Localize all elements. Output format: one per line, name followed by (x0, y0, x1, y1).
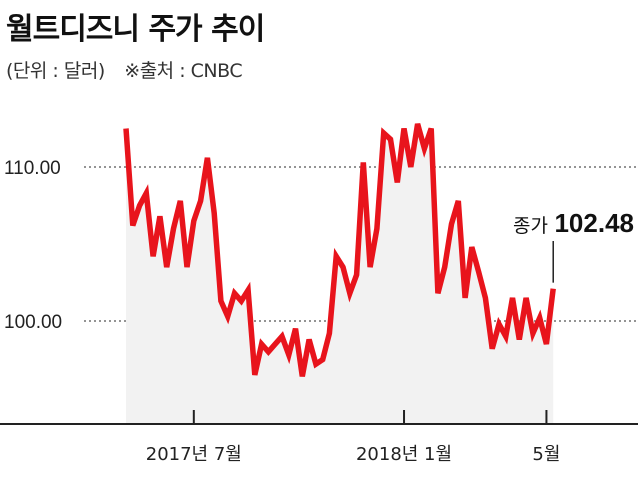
chart-subtitle: (단위 : 달러) ※출처 : CNBC (6, 56, 256, 83)
price-line (123, 123, 556, 377)
price-area-fill (126, 123, 554, 425)
closing-price-label: 종가 (513, 215, 548, 237)
y-axis-tick-labels: 100.00 110.00 (4, 158, 62, 333)
chart-title: 월트디즈니 주가 추이 (6, 12, 265, 47)
y-tick-label-1: 110.00 (4, 158, 61, 179)
x-axis-ticks: 2017년 7월 2018년 1월 5월 (146, 410, 560, 465)
x-tick-label-2: 5월 (532, 444, 560, 465)
closing-price-value: 102.48 (554, 208, 634, 238)
closing-price-annotation: 종가 102.48 (513, 208, 634, 283)
unit-label: (단위 : 달러) (6, 60, 105, 82)
source-label: ※출처 : CNBC (124, 60, 243, 82)
y-tick-label-0: 100.00 (4, 312, 62, 333)
x-tick-label-0: 2017년 7월 (146, 444, 242, 465)
x-tick-label-1: 2018년 1월 (356, 444, 452, 465)
